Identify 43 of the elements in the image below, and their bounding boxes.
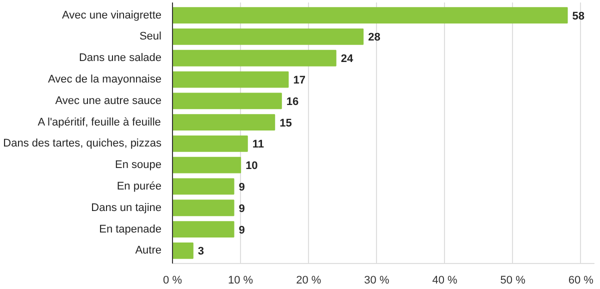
- y-tick-label: Avec une vinaigrette: [62, 9, 162, 22]
- x-tick-label: 60 %: [568, 274, 594, 286]
- bar: [172, 135, 248, 152]
- data-label: 28: [368, 32, 380, 44]
- y-tick-label: A l'apéritif, feuille à feuille: [38, 116, 161, 128]
- data-label: 11: [252, 138, 264, 151]
- x-tick-label: 50 %: [500, 274, 526, 286]
- y-tick-label: Avec de la mayonnaise: [48, 74, 162, 86]
- bar: [172, 7, 568, 24]
- bar: [172, 92, 282, 110]
- x-tick-label: 40 %: [432, 274, 458, 286]
- bar: [172, 156, 242, 174]
- data-label: 15: [280, 117, 292, 130]
- data-label: 9: [238, 224, 245, 236]
- y-tick-label: Dans une salade: [78, 52, 162, 64]
- data-label: 16: [286, 96, 299, 108]
- bar: [172, 178, 234, 195]
- data-label: 3: [198, 246, 204, 258]
- y-tick-label: Dans un tajine: [91, 202, 162, 214]
- bar: [172, 71, 289, 88]
- y-tick-label: Dans des tartes, quiches, pizzas: [3, 138, 162, 150]
- y-tick-label: Autre: [135, 244, 162, 257]
- bar: [172, 114, 276, 131]
- y-tick-label: En tapenade: [99, 223, 162, 236]
- x-tick-label: 0 %: [163, 274, 182, 286]
- y-tick-label: Avec une autre sauce: [55, 94, 162, 107]
- x-tick-label: 20 %: [296, 274, 322, 286]
- bar: [172, 28, 364, 45]
- x-tick-label: 30 %: [364, 274, 390, 286]
- y-tick-label: En purée: [116, 180, 162, 192]
- y-tick-label: Seul: [139, 30, 162, 43]
- data-label: 58: [572, 10, 585, 22]
- data-label: 24: [340, 53, 354, 66]
- data-label: 9: [238, 181, 245, 194]
- data-label: 10: [246, 160, 258, 172]
- bar: [172, 221, 234, 238]
- data-label: 17: [293, 74, 306, 87]
- y-tick-label: En soupe: [115, 159, 162, 172]
- bar: [172, 242, 194, 259]
- x-tick-label: 10 %: [228, 274, 254, 286]
- data-label: 9: [238, 202, 245, 215]
- bar: [172, 50, 336, 66]
- bar: [172, 200, 234, 216]
